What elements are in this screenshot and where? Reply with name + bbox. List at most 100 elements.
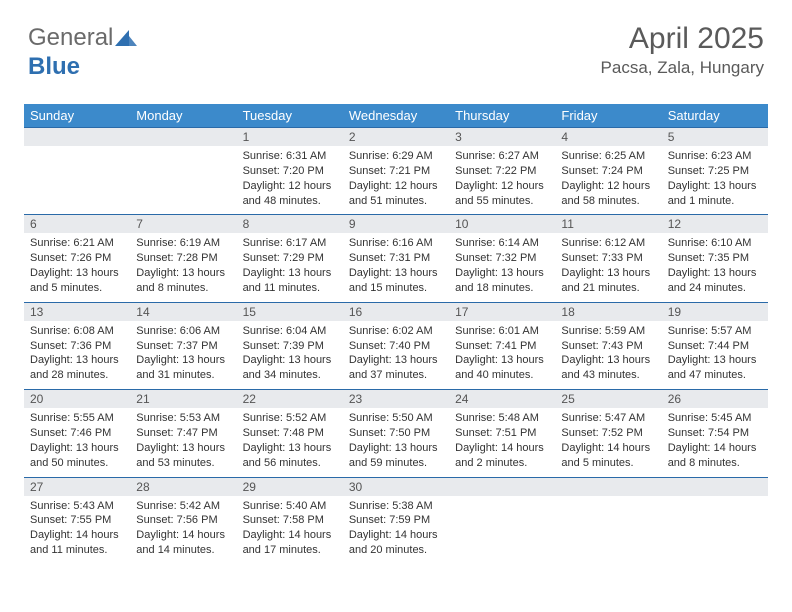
day-number: 30 [343,478,449,496]
sunrise-text: Sunrise: 5:57 AM [668,324,762,339]
daylight-text: Daylight: 14 hours and 8 minutes. [668,441,762,471]
daylight-text: Daylight: 13 hours and 34 minutes. [243,353,337,383]
day-number: 6 [24,215,130,233]
daylight-text: Daylight: 13 hours and 37 minutes. [349,353,443,383]
daylight-text: Daylight: 13 hours and 18 minutes. [455,266,549,296]
sunset-text: Sunset: 7:32 PM [455,251,549,266]
day-number: 13 [24,303,130,321]
sunset-text: Sunset: 7:25 PM [668,164,762,179]
sunset-text: Sunset: 7:22 PM [455,164,549,179]
calendar-weeks: 1Sunrise: 6:31 AMSunset: 7:20 PMDaylight… [24,127,768,564]
sunrise-text: Sunrise: 5:48 AM [455,411,549,426]
sunset-text: Sunset: 7:47 PM [136,426,230,441]
sunset-text: Sunset: 7:31 PM [349,251,443,266]
cell-body: Sunrise: 6:06 AMSunset: 7:37 PMDaylight:… [130,321,236,385]
sunset-text: Sunset: 7:41 PM [455,339,549,354]
sunrise-text: Sunrise: 6:17 AM [243,236,337,251]
calendar-week: 1Sunrise: 6:31 AMSunset: 7:20 PMDaylight… [24,127,768,214]
sunset-text: Sunset: 7:52 PM [561,426,655,441]
calendar-cell: 18Sunrise: 5:59 AMSunset: 7:43 PMDayligh… [555,303,661,389]
sunset-text: Sunset: 7:35 PM [668,251,762,266]
cell-body: Sunrise: 5:55 AMSunset: 7:46 PMDaylight:… [24,408,130,472]
day-number: 22 [237,390,343,408]
sunset-text: Sunset: 7:51 PM [455,426,549,441]
daylight-text: Daylight: 14 hours and 14 minutes. [136,528,230,558]
day-number: 14 [130,303,236,321]
day-number: 11 [555,215,661,233]
calendar-cell: 9Sunrise: 6:16 AMSunset: 7:31 PMDaylight… [343,215,449,301]
day-number: 15 [237,303,343,321]
sunset-text: Sunset: 7:58 PM [243,513,337,528]
calendar-cell: 30Sunrise: 5:38 AMSunset: 7:59 PMDayligh… [343,478,449,564]
day-number [662,478,768,496]
sunrise-text: Sunrise: 5:42 AM [136,499,230,514]
cell-body: Sunrise: 5:38 AMSunset: 7:59 PMDaylight:… [343,496,449,560]
cell-body: Sunrise: 6:16 AMSunset: 7:31 PMDaylight:… [343,233,449,297]
daylight-text: Daylight: 13 hours and 5 minutes. [30,266,124,296]
cell-body: Sunrise: 6:19 AMSunset: 7:28 PMDaylight:… [130,233,236,297]
calendar-cell: 17Sunrise: 6:01 AMSunset: 7:41 PMDayligh… [449,303,555,389]
cell-body: Sunrise: 6:08 AMSunset: 7:36 PMDaylight:… [24,321,130,385]
sunrise-text: Sunrise: 5:38 AM [349,499,443,514]
header: April 2025 Pacsa, Zala, Hungary [601,22,764,78]
sunset-text: Sunset: 7:59 PM [349,513,443,528]
day-number: 20 [24,390,130,408]
calendar-cell: 25Sunrise: 5:47 AMSunset: 7:52 PMDayligh… [555,390,661,476]
day-number: 27 [24,478,130,496]
sunset-text: Sunset: 7:28 PM [136,251,230,266]
sunset-text: Sunset: 7:40 PM [349,339,443,354]
cell-body: Sunrise: 6:21 AMSunset: 7:26 PMDaylight:… [24,233,130,297]
cell-body: Sunrise: 5:47 AMSunset: 7:52 PMDaylight:… [555,408,661,472]
sunrise-text: Sunrise: 5:55 AM [30,411,124,426]
calendar-cell: 8Sunrise: 6:17 AMSunset: 7:29 PMDaylight… [237,215,343,301]
daylight-text: Daylight: 12 hours and 58 minutes. [561,179,655,209]
cell-body: Sunrise: 6:02 AMSunset: 7:40 PMDaylight:… [343,321,449,385]
day-number: 17 [449,303,555,321]
sunrise-text: Sunrise: 5:45 AM [668,411,762,426]
daylight-text: Daylight: 13 hours and 28 minutes. [30,353,124,383]
cell-body: Sunrise: 5:40 AMSunset: 7:58 PMDaylight:… [237,496,343,560]
cell-body: Sunrise: 6:04 AMSunset: 7:39 PMDaylight:… [237,321,343,385]
day-number: 19 [662,303,768,321]
calendar-cell-empty [449,478,555,564]
calendar-cell: 1Sunrise: 6:31 AMSunset: 7:20 PMDaylight… [237,128,343,214]
cell-body: Sunrise: 6:29 AMSunset: 7:21 PMDaylight:… [343,146,449,210]
day-number: 21 [130,390,236,408]
calendar-cell: 28Sunrise: 5:42 AMSunset: 7:56 PMDayligh… [130,478,236,564]
sunrise-text: Sunrise: 6:27 AM [455,149,549,164]
page-title: April 2025 [601,22,764,56]
day-number: 26 [662,390,768,408]
sunset-text: Sunset: 7:26 PM [30,251,124,266]
cell-body: Sunrise: 6:01 AMSunset: 7:41 PMDaylight:… [449,321,555,385]
calendar-cell: 29Sunrise: 5:40 AMSunset: 7:58 PMDayligh… [237,478,343,564]
brand-part2: Blue [28,53,80,80]
day-header: Thursday [449,104,555,127]
calendar-cell: 19Sunrise: 5:57 AMSunset: 7:44 PMDayligh… [662,303,768,389]
calendar-week: 27Sunrise: 5:43 AMSunset: 7:55 PMDayligh… [24,477,768,564]
sunset-text: Sunset: 7:56 PM [136,513,230,528]
calendar-cell: 27Sunrise: 5:43 AMSunset: 7:55 PMDayligh… [24,478,130,564]
sunrise-text: Sunrise: 5:43 AM [30,499,124,514]
sunset-text: Sunset: 7:24 PM [561,164,655,179]
sunset-text: Sunset: 7:44 PM [668,339,762,354]
sunrise-text: Sunrise: 5:52 AM [243,411,337,426]
sunrise-text: Sunrise: 5:47 AM [561,411,655,426]
calendar-cell: 26Sunrise: 5:45 AMSunset: 7:54 PMDayligh… [662,390,768,476]
calendar-cell: 11Sunrise: 6:12 AMSunset: 7:33 PMDayligh… [555,215,661,301]
calendar-cell: 13Sunrise: 6:08 AMSunset: 7:36 PMDayligh… [24,303,130,389]
calendar-week: 20Sunrise: 5:55 AMSunset: 7:46 PMDayligh… [24,389,768,476]
cell-body: Sunrise: 5:59 AMSunset: 7:43 PMDaylight:… [555,321,661,385]
calendar-cell: 24Sunrise: 5:48 AMSunset: 7:51 PMDayligh… [449,390,555,476]
day-header: Wednesday [343,104,449,127]
cell-body: Sunrise: 6:23 AMSunset: 7:25 PMDaylight:… [662,146,768,210]
calendar-cell: 2Sunrise: 6:29 AMSunset: 7:21 PMDaylight… [343,128,449,214]
sunset-text: Sunset: 7:48 PM [243,426,337,441]
cell-body: Sunrise: 6:12 AMSunset: 7:33 PMDaylight:… [555,233,661,297]
sunrise-text: Sunrise: 6:14 AM [455,236,549,251]
day-header: Tuesday [237,104,343,127]
day-number: 2 [343,128,449,146]
cell-body: Sunrise: 5:50 AMSunset: 7:50 PMDaylight:… [343,408,449,472]
day-number: 18 [555,303,661,321]
sunset-text: Sunset: 7:46 PM [30,426,124,441]
sunset-text: Sunset: 7:50 PM [349,426,443,441]
